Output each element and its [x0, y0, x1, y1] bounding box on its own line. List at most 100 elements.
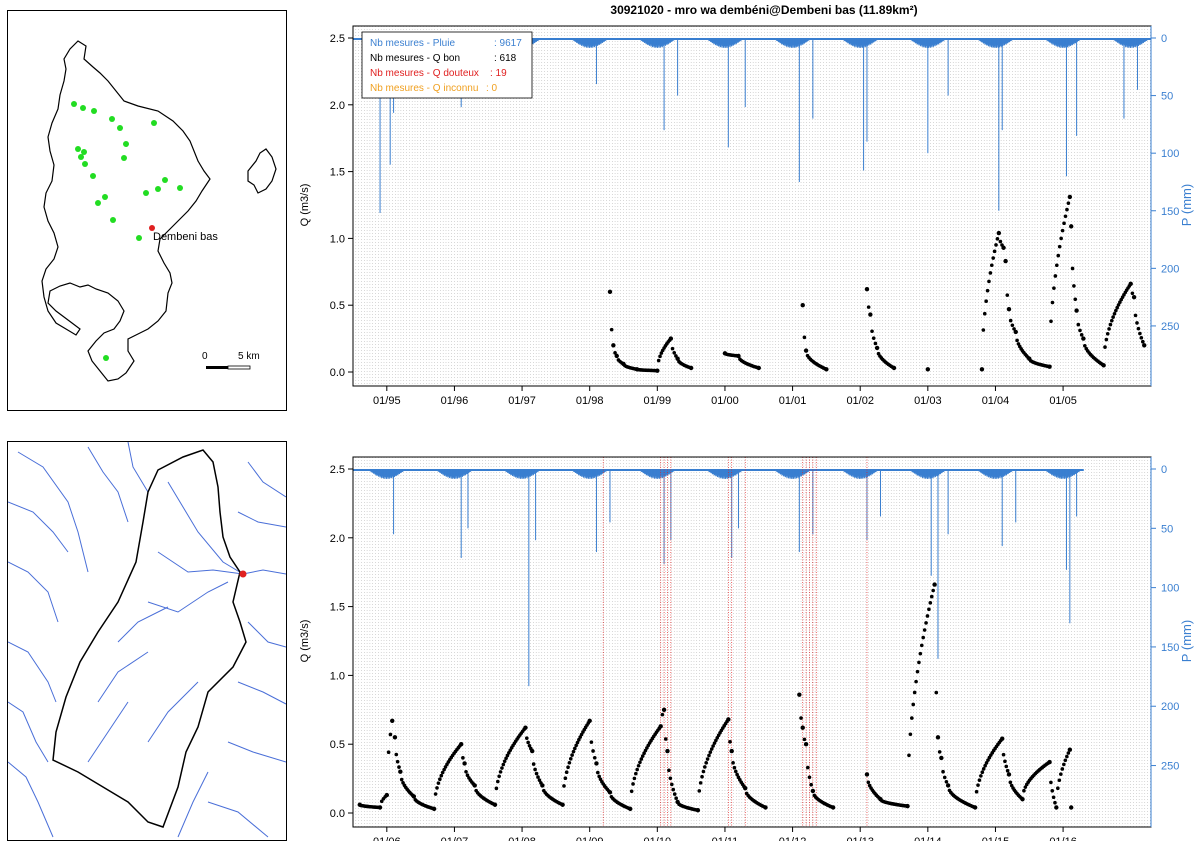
rain-gauge-marker	[91, 108, 97, 114]
x-tick-label: 01/96	[441, 395, 469, 407]
q-point-interp	[1077, 323, 1081, 327]
q-point-interp	[1061, 229, 1065, 233]
q-point	[997, 231, 1001, 235]
q-point-interp	[1015, 339, 1019, 343]
rain-gauge-marker	[136, 235, 142, 241]
legend-qunknown-label: Nb mesures - Q inconnu	[370, 83, 478, 94]
q-point-interp	[867, 305, 871, 309]
rain-gauge-marker	[103, 355, 109, 361]
q-point	[615, 354, 619, 358]
river-line	[248, 622, 286, 647]
q-point-interp	[1056, 254, 1060, 258]
q-point-interp	[1073, 297, 1077, 301]
q-point	[1014, 330, 1018, 334]
q-point-interp	[872, 336, 876, 340]
rain-gauge-marker	[81, 149, 87, 155]
rain-gauge-marker	[143, 190, 149, 196]
river-line	[238, 682, 286, 704]
q-point-interp	[1062, 221, 1066, 225]
scale-label-km: 5 km	[238, 351, 260, 362]
q-point-interp	[983, 312, 987, 316]
q-point	[801, 303, 805, 307]
rain-gauge-marker	[82, 161, 88, 167]
rain-gauge-marker	[121, 155, 127, 161]
y-tick-label: 1.0	[330, 233, 345, 245]
river-line	[228, 742, 286, 762]
rain-gauge-marker	[109, 116, 115, 122]
river-line	[18, 452, 88, 572]
q-point-interp	[803, 336, 807, 340]
river-line	[88, 447, 128, 522]
q-point-interp	[1064, 214, 1068, 218]
q-point-interp	[1109, 323, 1113, 327]
q-point-interp	[1058, 245, 1062, 249]
q-point-interp	[994, 243, 998, 247]
q-point	[669, 336, 673, 340]
q-point	[865, 287, 869, 291]
q-point-interp	[1049, 320, 1053, 324]
legend-rain-value: : 9617	[494, 38, 522, 49]
river-line	[98, 652, 148, 702]
x-tick-label: 01/05	[1049, 395, 1077, 407]
q-point	[1081, 336, 1085, 340]
river-network-svg	[8, 442, 286, 840]
q-point-interp	[1067, 201, 1071, 205]
q-point-interp	[610, 328, 614, 332]
q-point	[1003, 259, 1007, 263]
river-line	[118, 607, 168, 642]
q-point-interp	[989, 271, 993, 275]
rain-gauge-marker	[102, 194, 108, 200]
x-tick-label: 01/99	[644, 395, 672, 407]
q-point-interp	[672, 351, 676, 355]
q-point-interp	[1140, 336, 1144, 340]
rain-gauge-marker	[78, 154, 84, 160]
q-point-interp	[1052, 286, 1056, 290]
x-tick-label: 01/04	[982, 395, 1010, 407]
y2-tick-label: 150	[1161, 206, 1179, 218]
hydrograph-charts: 30921020 - mro wa dembéni@Dembeni bas (1…	[290, 0, 1198, 841]
rain-gauge-marker	[117, 125, 123, 131]
q-point	[892, 366, 896, 370]
q-point	[926, 367, 930, 371]
legend-qunknown-value: : 0	[486, 83, 498, 94]
river-line	[88, 702, 128, 762]
rain-gauge-marker	[177, 185, 183, 191]
q-point	[1074, 308, 1078, 312]
q-point	[655, 368, 659, 372]
scale-bar: 0 5 km	[202, 351, 260, 369]
x-tick-label: 01/95	[373, 395, 401, 407]
rain-gauge-marker	[151, 120, 157, 126]
q-point-interp	[1055, 263, 1059, 267]
q-point-interp	[982, 328, 986, 332]
q-point-interp	[1065, 208, 1069, 212]
q-point	[757, 366, 761, 370]
chart-title: 30921020 - mro wa dembéni@Dembeni bas (1…	[610, 3, 917, 17]
q-point-interp	[996, 237, 1000, 241]
scale-label-zero: 0	[202, 351, 208, 362]
hydrograph-bottom: 0.00.51.01.52.02.5Q (m3/s)05010015020025…	[299, 457, 1194, 841]
q-point	[1142, 343, 1146, 347]
q-point	[868, 312, 872, 316]
river-line	[8, 762, 53, 837]
river-line	[148, 582, 228, 612]
q-point	[611, 343, 615, 347]
river-line	[8, 642, 56, 702]
q-point	[1069, 224, 1073, 228]
q-point-interp	[1131, 291, 1135, 295]
q-point-interp	[1071, 267, 1075, 271]
q-point-interp	[984, 299, 988, 303]
q-point-interp	[1141, 340, 1145, 344]
q-point	[1001, 246, 1005, 250]
q-point-interp	[1138, 332, 1142, 336]
river-line	[148, 682, 198, 742]
legend-qdoubt-label: Nb mesures - Q douteux	[370, 68, 479, 79]
river-line	[128, 442, 148, 492]
q-point	[824, 367, 828, 371]
q-point	[980, 367, 984, 371]
q-point-interp	[1051, 301, 1055, 305]
x-tick-label: 01/97	[508, 395, 536, 407]
q-point	[875, 346, 879, 350]
q-point-interp	[1011, 323, 1015, 327]
q-point-interp	[1078, 329, 1082, 333]
q-point-interp	[993, 250, 997, 254]
